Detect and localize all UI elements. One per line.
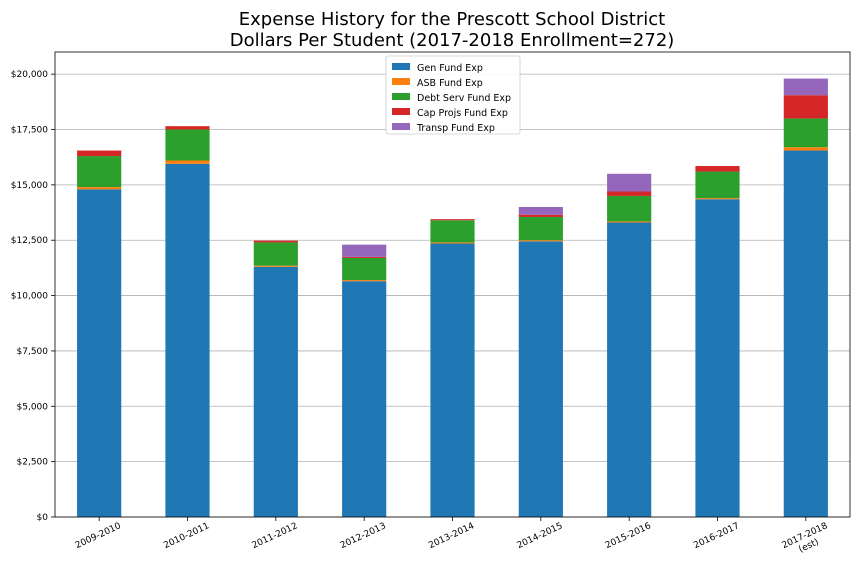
bar-segment [783,78,828,96]
chart-title: Expense History for the Prescott School … [239,9,665,30]
legend-box [385,55,521,135]
bar-segment [783,150,828,518]
y-tick-label: $20,000 [11,70,48,80]
bar-segment [695,199,740,517]
x-tick-label: 2009-2010 [74,521,123,551]
bar-segment [607,222,652,517]
plot-frame [54,51,851,518]
x-tick-label: 2015-2016 [604,521,653,551]
bar-segment [342,256,387,258]
bar-segment [253,265,298,267]
bar-segment [695,198,740,200]
legend: Gen Fund Exp ASB Fund Exp Debt Serv Fund E… [385,55,521,135]
bar-segment [607,221,652,223]
chart-subtitle: Dollars Per Student (2017-2018 Enrollmen… [230,30,675,51]
bar-segment [342,281,387,517]
bar-segment [165,129,210,161]
bar-segment [77,189,122,518]
bar-segment [607,195,652,222]
bar-segment [607,191,652,196]
bar-segment [518,241,563,518]
y-tick-label: $10,000 [11,292,48,302]
x-tick-label: 2014-2015 [516,521,565,551]
bar-segment [518,216,563,241]
x-tick-label: 2016-2017 [692,521,741,551]
bar-segment [518,207,563,215]
bar-segment [607,173,652,192]
bar-segment [342,244,387,257]
bar-segment [253,242,298,266]
legend-label: ASB Fund Exp [417,78,483,89]
bar-segment [430,242,475,244]
bar-segment [695,166,740,172]
y-tick-label: $7,500 [17,347,49,357]
bar-segment [342,280,387,282]
bars [77,78,828,518]
legend-label: Gen Fund Exp [417,63,483,74]
bar-segment [430,220,475,243]
bar-segment [77,187,122,190]
bar-segment [518,214,563,217]
bar-segment [165,163,210,518]
legend-swatch [392,108,410,115]
x-tick-label: 2012-2013 [339,521,388,551]
bar-segment [253,240,298,243]
legend-label: Cap Projs Fund Exp [417,108,508,119]
bar-segment [430,219,475,221]
legend-swatch [392,123,410,130]
legend-label: Debt Serv Fund Exp [417,93,511,104]
y-tick-label: $2,500 [17,458,49,468]
bar-segment [165,160,210,164]
y-tick-label: $5,000 [17,402,49,412]
bar-segment [518,240,563,242]
y-tick-label: $12,500 [11,236,48,246]
x-tick-label: 2011-2012 [251,521,300,551]
y-tick-label: $17,500 [11,126,48,136]
bar-segment [165,126,210,130]
bar-segment [342,257,387,281]
bar-segment [430,243,475,518]
bar-segment [77,156,122,188]
bar-segment [253,266,298,517]
bar-segment [783,95,828,119]
legend-label: Transp Fund Exp [416,123,495,134]
bar-segment [77,150,122,157]
legend-swatch [392,78,410,85]
y-tick-label: $0 [37,513,49,523]
legend-swatch [392,93,410,100]
x-tick-label: 2013-2014 [427,521,476,551]
bar-segment [783,147,828,151]
y-tick-label: $15,000 [11,181,48,191]
x-tick-label: 2010-2011 [162,521,211,551]
bar-segment [695,171,740,199]
bar-segment [783,118,828,148]
legend-swatch [392,63,410,70]
